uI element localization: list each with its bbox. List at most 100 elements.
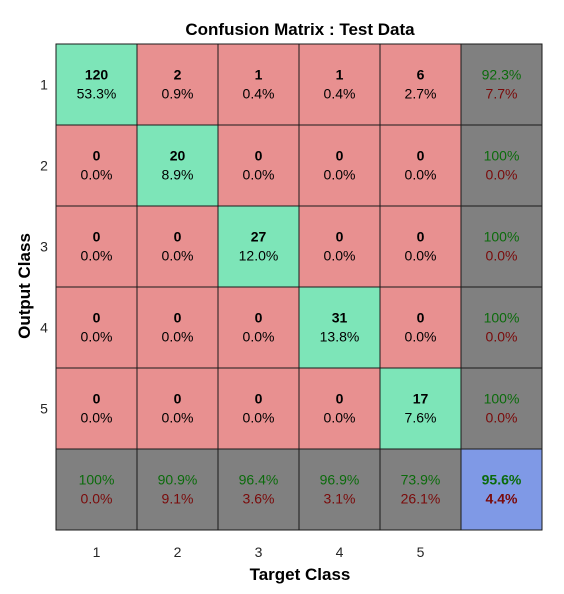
cell-count: 0 <box>255 391 263 407</box>
overall-correct: 95.6% <box>482 472 522 488</box>
cell-count: 0 <box>174 229 182 245</box>
cell-percent: 0.9% <box>162 86 194 102</box>
cell-percent: 2.7% <box>405 86 437 102</box>
col-summary-wrong: 3.1% <box>324 491 356 507</box>
row-summary-cell <box>460 205 543 288</box>
cell-percent: 0.4% <box>243 86 275 102</box>
overall-accuracy-cell <box>460 448 543 531</box>
col-summary-wrong: 3.6% <box>243 491 275 507</box>
cell-percent: 0.0% <box>243 410 275 426</box>
matrix-cell <box>136 286 219 369</box>
cell-percent: 0.0% <box>324 248 356 264</box>
col-summary-correct: 96.4% <box>239 472 279 488</box>
cell-count: 0 <box>255 310 263 326</box>
cell-count: 0 <box>93 391 101 407</box>
cell-count: 0 <box>174 310 182 326</box>
cell-percent: 0.0% <box>81 248 113 264</box>
matrix-cell <box>379 43 462 126</box>
cell-percent: 7.6% <box>405 410 437 426</box>
row-summary-correct: 92.3% <box>482 67 522 83</box>
matrix-cell <box>136 367 219 450</box>
y-tick-label: 3 <box>40 239 48 255</box>
cell-count: 0 <box>174 391 182 407</box>
axis-ticks: 1 2 3 4 5 1 2 3 4 5 <box>40 77 425 561</box>
cell-count: 31 <box>332 310 348 326</box>
matrix-cell <box>217 286 300 369</box>
col-summary-correct: 73.9% <box>401 472 441 488</box>
matrix-cell <box>217 124 300 207</box>
row-summary-correct: 100% <box>484 391 520 407</box>
y-tick-label: 4 <box>40 320 48 336</box>
cell-count: 27 <box>251 229 267 245</box>
matrix-cell <box>298 367 381 450</box>
cell-percent: 13.8% <box>320 329 360 345</box>
cell-percent: 0.0% <box>81 329 113 345</box>
cell-percent: 12.0% <box>239 248 279 264</box>
col-summary-wrong: 9.1% <box>162 491 194 507</box>
cell-percent: 53.3% <box>77 86 117 102</box>
matrix-cell <box>379 367 462 450</box>
y-tick-label: 2 <box>40 158 48 174</box>
y-tick-label: 1 <box>40 77 48 93</box>
cell-count: 0 <box>417 310 425 326</box>
col-summary-correct: 90.9% <box>158 472 198 488</box>
x-tick-label: 1 <box>93 544 101 560</box>
row-summary-correct: 100% <box>484 229 520 245</box>
chart-title: Confusion Matrix : Test Data <box>185 20 415 39</box>
cell-percent: 0.0% <box>162 410 194 426</box>
cell-count: 0 <box>336 229 344 245</box>
overall-wrong: 4.4% <box>486 491 518 507</box>
cell-percent: 0.0% <box>162 248 194 264</box>
matrix-cell <box>136 205 219 288</box>
matrix-cell <box>379 286 462 369</box>
cell-percent: 8.9% <box>162 167 194 183</box>
cell-count: 0 <box>417 148 425 164</box>
matrix-cell <box>55 367 138 450</box>
matrix-cell <box>298 43 381 126</box>
row-summary-wrong: 0.0% <box>486 167 518 183</box>
col-summary-cell <box>379 448 462 531</box>
col-summary-cell <box>298 448 381 531</box>
cell-percent: 0.0% <box>405 329 437 345</box>
cell-count: 0 <box>336 391 344 407</box>
matrix-cell <box>55 124 138 207</box>
cell-count: 0 <box>93 310 101 326</box>
matrix-cell <box>379 205 462 288</box>
matrix-cell <box>136 124 219 207</box>
matrix-cells: 120 53.3% 2 0.9% 1 0.4% 1 0.4% 6 2.7% 0 0.0% 20 8.9% 0… <box>55 43 543 531</box>
col-summary-correct: 96.9% <box>320 472 360 488</box>
x-axis-label: Target Class <box>250 565 351 584</box>
cell-count: 2 <box>174 67 182 83</box>
col-summary-wrong: 26.1% <box>401 491 441 507</box>
cell-count: 17 <box>413 391 429 407</box>
row-summary-wrong: 0.0% <box>486 329 518 345</box>
matrix-cell <box>55 43 138 126</box>
cell-percent: 0.0% <box>324 167 356 183</box>
cell-count: 6 <box>417 67 425 83</box>
col-summary-cell <box>136 448 219 531</box>
row-summary-cell <box>460 124 543 207</box>
matrix-cell <box>55 286 138 369</box>
cell-count: 0 <box>93 148 101 164</box>
y-tick-label: 5 <box>40 401 48 417</box>
cell-percent: 0.0% <box>162 329 194 345</box>
cell-percent: 0.0% <box>81 410 113 426</box>
cell-percent: 0.0% <box>405 248 437 264</box>
x-tick-label: 2 <box>174 544 182 560</box>
cell-percent: 0.0% <box>81 167 113 183</box>
matrix-cell <box>136 43 219 126</box>
cell-count: 120 <box>85 67 109 83</box>
cell-percent: 0.0% <box>243 167 275 183</box>
matrix-cell <box>379 124 462 207</box>
cell-percent: 0.0% <box>243 329 275 345</box>
x-tick-label: 3 <box>255 544 263 560</box>
matrix-cell <box>298 205 381 288</box>
x-tick-label: 4 <box>336 544 344 560</box>
cell-count: 0 <box>417 229 425 245</box>
col-summary-cell <box>55 448 138 531</box>
matrix-cell <box>298 286 381 369</box>
cell-percent: 0.0% <box>405 167 437 183</box>
row-summary-cell <box>460 43 543 126</box>
row-summary-correct: 100% <box>484 310 520 326</box>
